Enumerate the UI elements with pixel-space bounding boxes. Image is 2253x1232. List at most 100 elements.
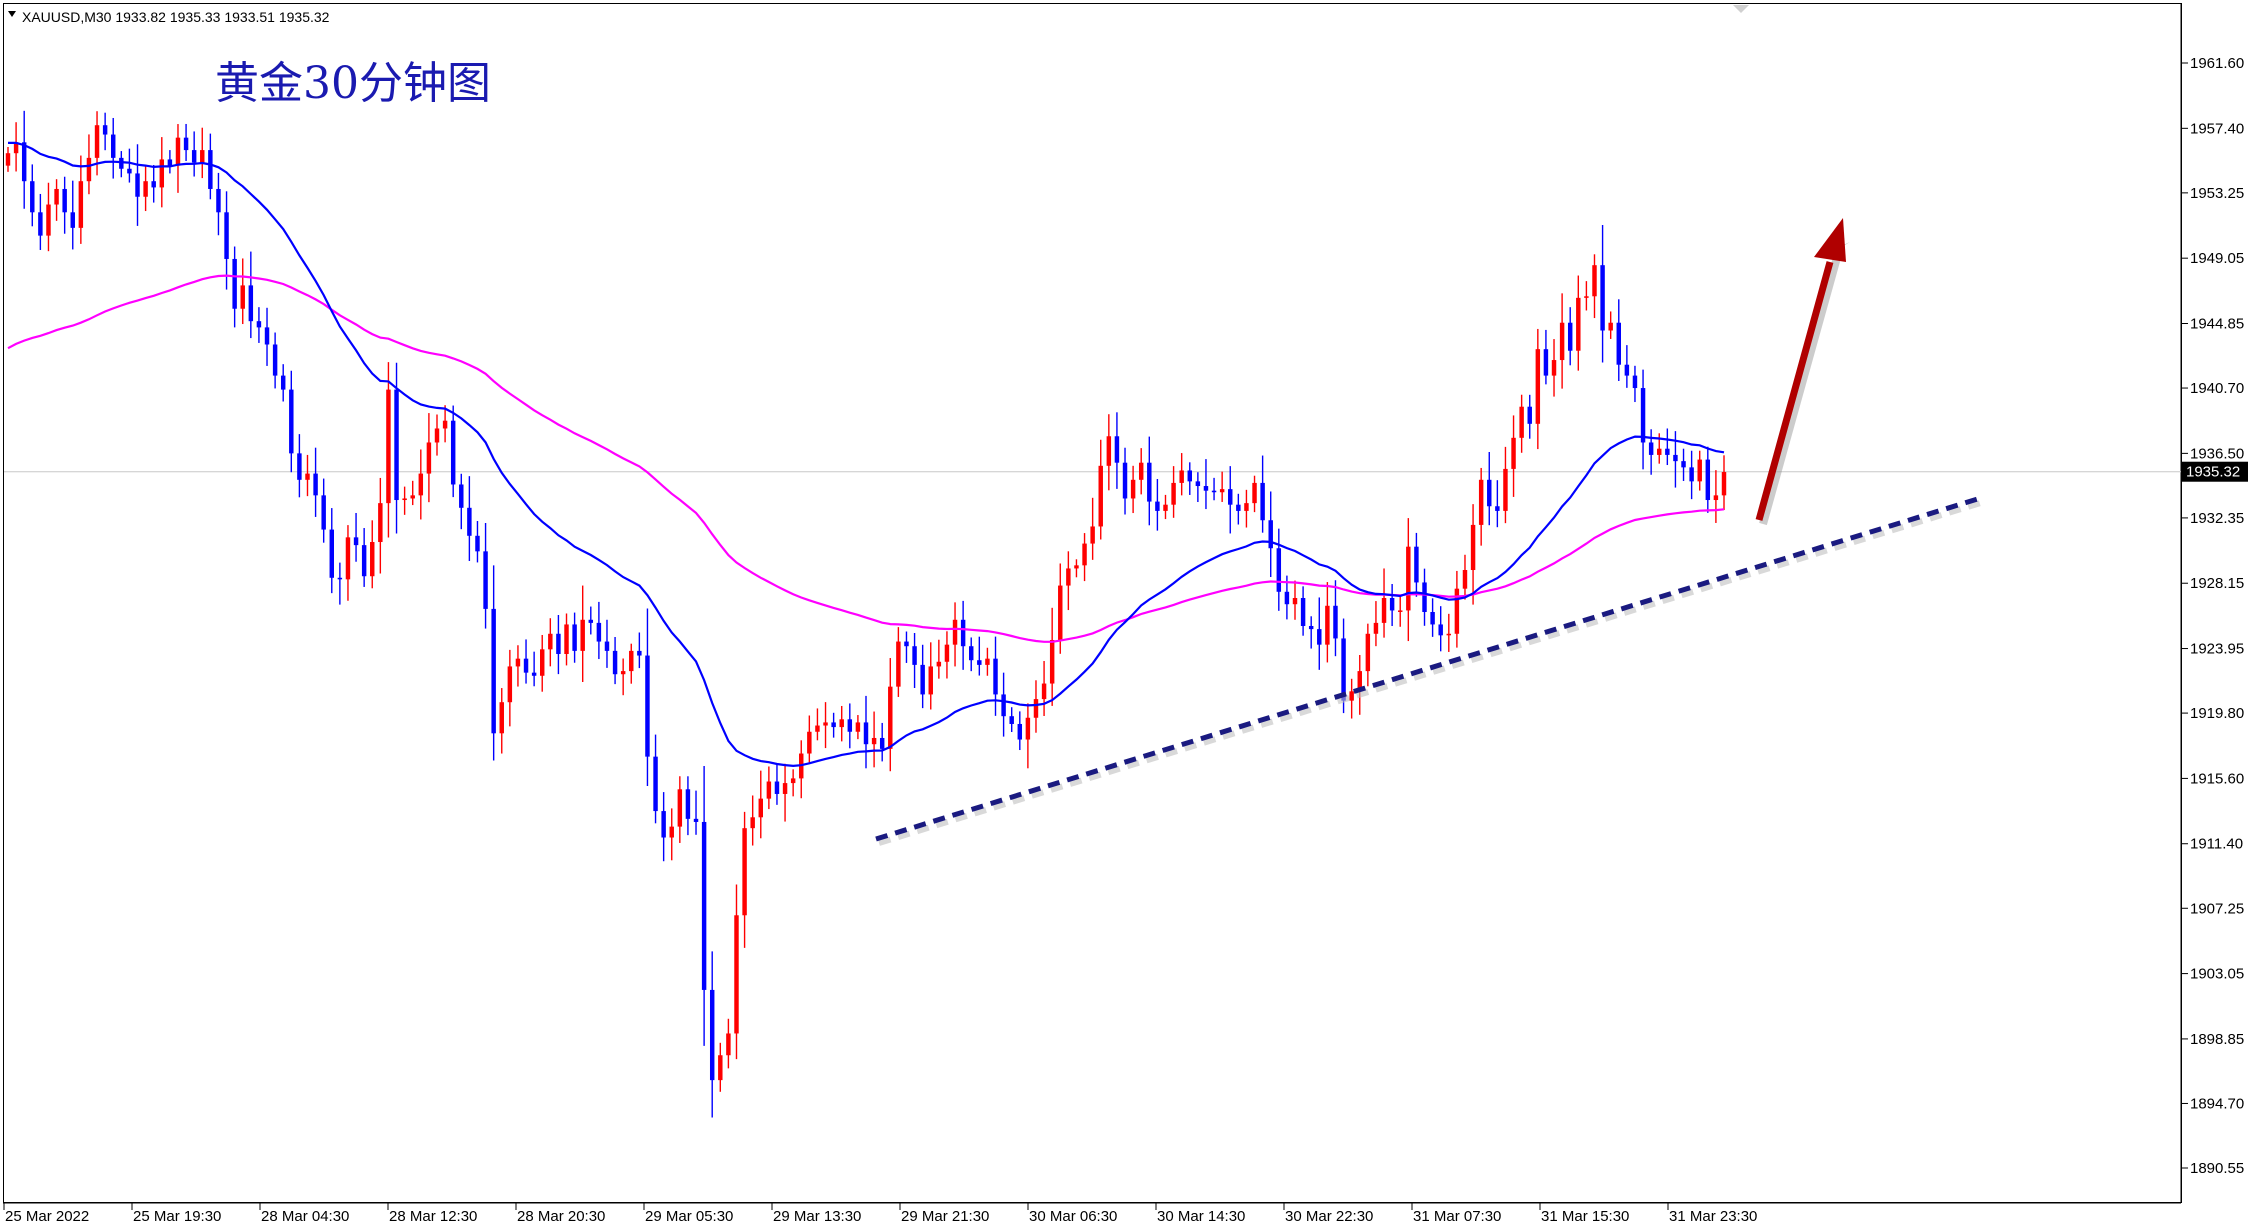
- trendline-shadow: [878, 498, 1988, 846]
- candle-body: [620, 671, 626, 675]
- candle-body: [1373, 622, 1379, 634]
- candle-body: [151, 181, 156, 188]
- candle-body: [1705, 459, 1711, 501]
- candle-body: [135, 173, 140, 197]
- candle-body: [677, 789, 683, 827]
- candle-body: [531, 672, 537, 676]
- time-axis[interactable]: 25 Mar 2022 25 Mar 19:30 28 Mar 04:30 28 Ma…: [3, 1203, 1757, 1225]
- candle-body: [1616, 322, 1621, 365]
- price-tick-label: 1932.35: [2190, 510, 2244, 527]
- candle-body: [21, 142, 27, 182]
- candle-body: [442, 420, 448, 429]
- up-arrow-icon[interactable]: [1755, 218, 1850, 526]
- candle-body: [1066, 568, 1071, 586]
- candle-body: [450, 420, 456, 485]
- candle-body: [30, 181, 35, 213]
- candle-body: [1713, 495, 1719, 501]
- candle-body: [653, 756, 658, 812]
- candle-body: [1519, 406, 1524, 438]
- candle-body: [1632, 375, 1638, 389]
- candle-body: [1551, 360, 1557, 376]
- candle-body: [1430, 612, 1435, 625]
- candle-body: [232, 258, 237, 309]
- candle-body: [661, 811, 666, 838]
- candle-body: [361, 545, 367, 577]
- candle-body: [1389, 598, 1395, 611]
- candle-body: [46, 204, 51, 236]
- candle-body: [353, 537, 359, 546]
- candle-body: [847, 719, 853, 732]
- candle-body: [766, 781, 772, 799]
- candle-body: [637, 650, 642, 656]
- candle-body: [1130, 479, 1136, 499]
- candle-body: [1147, 462, 1152, 502]
- price-tick-label: 1923.95: [2190, 641, 2244, 658]
- candle-body: [1025, 717, 1031, 740]
- candle-body: [1308, 625, 1314, 630]
- candle-body: [426, 442, 432, 474]
- candle-body: [612, 650, 618, 675]
- candle-body: [734, 915, 739, 1034]
- candle-body: [629, 650, 634, 672]
- candle-body: [1041, 683, 1047, 700]
- candle-body: [1406, 546, 1411, 611]
- candle-body: [1478, 479, 1484, 525]
- candle-body: [1187, 470, 1192, 482]
- candle-body: [38, 212, 43, 236]
- candle-body: [200, 150, 205, 163]
- candle-body: [1228, 489, 1233, 505]
- candle-body: [1535, 349, 1541, 424]
- candle-body: [1074, 565, 1079, 569]
- candle-body: [1640, 388, 1646, 443]
- candle-body: [1058, 585, 1063, 640]
- candle-body: [742, 828, 747, 916]
- symbol-dropdown-icon[interactable]: [8, 11, 16, 17]
- candle-body: [386, 389, 391, 504]
- candle-body: [944, 644, 950, 662]
- candle-body: [5, 153, 11, 166]
- candle-body: [54, 188, 59, 205]
- time-tick-label: 28 Mar 12:30: [389, 1208, 477, 1225]
- support-trendline[interactable]: [875, 494, 1985, 842]
- time-tick-label: 25 Mar 19:30: [133, 1208, 221, 1225]
- candle-body: [483, 551, 488, 609]
- price-axis[interactable]: 1961.60 1957.40 1953.25 1949.05 1944.85 1940.…: [2181, 55, 2244, 1177]
- candle-body: [337, 577, 343, 580]
- candle-body: [871, 737, 877, 745]
- candle-body: [111, 134, 116, 158]
- candle-body: [1276, 548, 1282, 592]
- candle-body: [175, 137, 181, 166]
- price-tick-label: 1957.40: [2190, 120, 2244, 137]
- candle-body: [305, 473, 310, 480]
- symbol-info-text: XAUUSD,M30 1933.82 1935.33 1933.51 1935.…: [22, 9, 330, 25]
- chart-shift-marker-icon[interactable]: [1733, 5, 1749, 13]
- candle-body: [960, 619, 966, 647]
- price-tick-label: 1936.50: [2190, 445, 2244, 462]
- candle-body: [264, 327, 270, 345]
- candle-body: [1503, 468, 1508, 511]
- candle-body: [272, 344, 278, 376]
- candle-body: [1017, 723, 1023, 740]
- candle-body: [1244, 503, 1249, 511]
- candle-body: [1009, 716, 1014, 724]
- candle-body: [523, 658, 529, 673]
- candle-body: [1543, 349, 1549, 376]
- candle-body: [1446, 633, 1452, 636]
- candle-body: [912, 646, 917, 665]
- price-tick-label: 1907.25: [2190, 900, 2244, 917]
- time-tick-label: 30 Mar 06:30: [1029, 1208, 1117, 1225]
- price-tick-label: 1894.70: [2190, 1095, 2244, 1112]
- candle-body: [1414, 546, 1419, 583]
- candles-group: [5, 110, 1727, 1118]
- candle-body: [896, 641, 901, 687]
- candle-body: [1195, 481, 1201, 487]
- candle-body: [1317, 629, 1322, 645]
- candle-body: [345, 537, 351, 580]
- candle-body: [1155, 501, 1160, 511]
- candle-body: [94, 125, 100, 158]
- candle-body: [370, 542, 375, 577]
- candle-body: [669, 826, 674, 838]
- candle-body: [726, 1033, 731, 1056]
- candle-body: [313, 473, 318, 496]
